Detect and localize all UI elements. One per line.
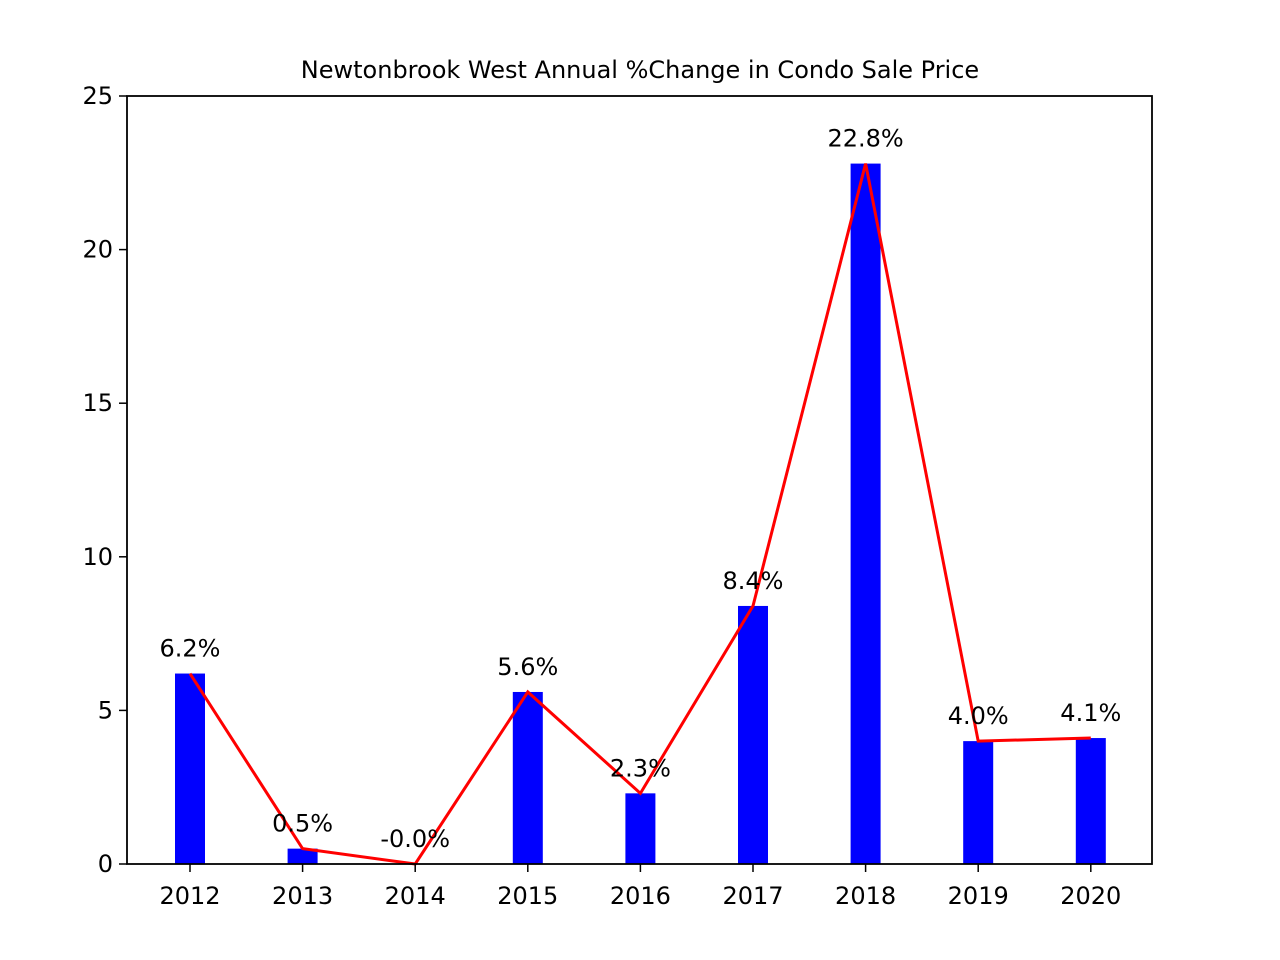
bar-2018 (850, 163, 881, 865)
plot-frame (126, 95, 1153, 865)
x-tick-label-2016: 2016 (610, 882, 671, 910)
bar-2016 (625, 793, 656, 864)
data-label-2016: 2.3% (610, 754, 671, 782)
plot-area: 6.2% 0.5% -0.0% 5.6% 2.3% 8.4% 22.8% 4.0% 4.1% 0 5… (82, 82, 1153, 910)
data-label-2020: 4.1% (1060, 699, 1121, 727)
data-label-2015: 5.6% (497, 653, 558, 681)
x-tick-label-2019: 2019 (948, 882, 1009, 910)
y-tick-label-25: 25 (82, 82, 113, 110)
bar-2015 (512, 691, 543, 864)
bar-2020 (1075, 738, 1106, 864)
x-tick-label-2017: 2017 (722, 882, 783, 910)
y-tick-label-0: 0 (98, 850, 113, 878)
data-label-2012: 6.2% (160, 635, 221, 663)
data-label-2019: 4.0% (948, 702, 1009, 730)
x-tick-label-2015: 2015 (497, 882, 558, 910)
bar-2019 (963, 741, 994, 864)
chart-title: Newtonbrook West Annual %Change in Condo… (301, 56, 979, 84)
bar-2012 (175, 673, 205, 864)
bar-2017 (738, 605, 768, 864)
x-tick-label-2012: 2012 (159, 882, 220, 910)
y-tick-label-15: 15 (82, 389, 113, 417)
x-tick-label-2014: 2014 (385, 882, 446, 910)
x-tick-label-2013: 2013 (272, 882, 333, 910)
y-tick-label-5: 5 (98, 696, 113, 724)
x-tick-label-2020: 2020 (1060, 882, 1121, 910)
x-tick-label-2018: 2018 (835, 882, 896, 910)
y-tick-label-20: 20 (82, 236, 113, 264)
data-label-2013: 0.5% (272, 810, 333, 838)
trend-line (188, 163, 1091, 866)
bar-2013 (287, 848, 318, 864)
data-label-2017: 8.4% (723, 567, 784, 595)
y-tick-label-10: 10 (82, 543, 113, 571)
data-label-2018: 22.8% (827, 125, 903, 153)
data-label-2014: -0.0% (380, 825, 450, 853)
